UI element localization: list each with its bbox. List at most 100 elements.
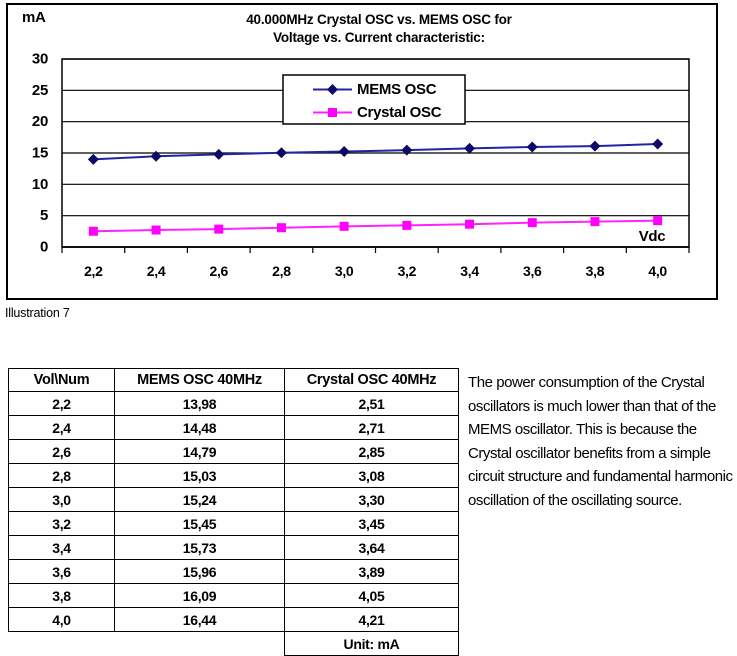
chart-title-line1: 40.000MHz Crystal OSC vs. MEMS OSC for bbox=[246, 12, 512, 27]
table-cell: 15,24 bbox=[114, 487, 285, 512]
x-axis-unit-label: Vdc bbox=[639, 228, 666, 245]
table-cell: 3,89 bbox=[284, 559, 459, 584]
table-cell: 3,64 bbox=[284, 535, 459, 560]
table-footer-unit-cell: Unit: mA bbox=[284, 631, 459, 656]
table-header-cell-vol: Vol\Num bbox=[8, 368, 115, 392]
table-row: 2,6 14,79 2,85 bbox=[8, 439, 459, 464]
square-marker bbox=[402, 220, 412, 230]
diamond-marker bbox=[589, 140, 601, 152]
diamond-marker bbox=[150, 150, 162, 162]
y-tick-label: 30 bbox=[32, 51, 48, 68]
table-cell: 3,8 bbox=[8, 583, 115, 608]
table-row: 4,0 16,44 4,21 bbox=[8, 607, 459, 632]
x-tick-label: 3,0 bbox=[335, 263, 354, 279]
table-row: 2,8 15,03 3,08 bbox=[8, 463, 459, 488]
table-cell: 2,51 bbox=[284, 391, 459, 416]
chart-title: 40.000MHz Crystal OSC vs. MEMS OSC for V… bbox=[64, 11, 694, 47]
legend-box bbox=[282, 74, 466, 125]
series-line-mems-osc bbox=[93, 142, 658, 161]
table-cell: 2,8 bbox=[8, 463, 115, 488]
table-row: 3,2 15,45 3,45 bbox=[8, 511, 459, 536]
table-cell: 2,71 bbox=[284, 415, 459, 440]
table-header-cell-crystal: Crystal OSC 40MHz bbox=[284, 368, 459, 392]
table-footer-empty-cell bbox=[115, 632, 285, 656]
table-cell: 14,48 bbox=[114, 415, 285, 440]
y-tick-label: 0 bbox=[40, 239, 48, 256]
y-tick-label: 5 bbox=[40, 207, 48, 224]
y-tick-label: 10 bbox=[32, 176, 48, 193]
diamond-marker bbox=[401, 144, 413, 156]
table-header-cell-mems: MEMS OSC 40MHz bbox=[114, 368, 285, 392]
line-chart: 0 5 10 15 20 25 30 2,2 2,4 2,6 2,8 3,0 3,2 3,4 3,6 3,8 4… bbox=[32, 51, 690, 279]
table-cell: 15,73 bbox=[114, 535, 285, 560]
table-row: 2,4 14,48 2,71 bbox=[8, 415, 459, 440]
chart-figure: mA 40.000MHz Crystal OSC vs. MEMS OSC fo… bbox=[6, 3, 718, 300]
square-marker bbox=[328, 108, 337, 117]
square-marker bbox=[276, 223, 286, 233]
figure-caption: Illustration 7 bbox=[5, 306, 70, 320]
table-cell: 2,85 bbox=[284, 439, 459, 464]
table-cell: 3,30 bbox=[284, 487, 459, 512]
diamond-marker bbox=[87, 153, 99, 165]
table-cell: 4,21 bbox=[284, 607, 459, 632]
chart-title-line2: Voltage vs. Current characteristic: bbox=[273, 30, 485, 45]
table-cell: 3,45 bbox=[284, 511, 459, 536]
square-marker bbox=[527, 218, 537, 228]
x-tick-label: 2,2 bbox=[84, 263, 103, 279]
table-cell: 3,6 bbox=[8, 559, 115, 584]
data-table: Vol\Num MEMS OSC 40MHz Crystal OSC 40MHz… bbox=[8, 368, 459, 656]
y-tick-label: 20 bbox=[32, 113, 48, 130]
legend-label: Crystal OSC bbox=[357, 104, 442, 121]
y-axis-unit-label: mA bbox=[22, 9, 46, 26]
square-marker bbox=[653, 216, 663, 226]
table-footer-row: Unit: mA bbox=[9, 631, 459, 656]
table-cell: 15,03 bbox=[114, 463, 285, 488]
x-tick-label: 3,4 bbox=[460, 263, 479, 279]
x-tick-label: 2,6 bbox=[209, 263, 228, 279]
x-tick-label: 4,0 bbox=[648, 263, 667, 279]
x-tick-label: 2,4 bbox=[147, 263, 166, 279]
y-tick-label: 25 bbox=[32, 82, 48, 99]
diamond-marker bbox=[526, 141, 538, 153]
table-cell: 13,98 bbox=[114, 391, 285, 416]
table-cell: 16,44 bbox=[114, 607, 285, 632]
diamond-marker bbox=[464, 142, 476, 154]
table-header-row: Vol\Num MEMS OSC 40MHz Crystal OSC 40MHz bbox=[8, 368, 459, 392]
table-footer-empty-cell bbox=[9, 632, 115, 656]
table-row: 3,8 16,09 4,05 bbox=[8, 583, 459, 608]
square-marker bbox=[590, 217, 600, 227]
table-cell: 2,6 bbox=[8, 439, 115, 464]
table-cell: 3,0 bbox=[8, 487, 115, 512]
table-cell: 2,4 bbox=[8, 415, 115, 440]
table-cell: 2,2 bbox=[8, 391, 115, 416]
table-cell: 14,79 bbox=[114, 439, 285, 464]
table-row: 3,0 15,24 3,30 bbox=[8, 487, 459, 512]
y-tick-label: 15 bbox=[32, 145, 48, 162]
square-marker bbox=[214, 224, 224, 234]
diamond-marker bbox=[327, 84, 338, 95]
table-cell: 3,2 bbox=[8, 511, 115, 536]
table-cell: 15,96 bbox=[114, 559, 285, 584]
table-cell: 4,0 bbox=[8, 607, 115, 632]
table-row: 3,4 15,73 3,64 bbox=[8, 535, 459, 560]
table-cell: 15,45 bbox=[114, 511, 285, 536]
table-cell: 4,05 bbox=[284, 583, 459, 608]
x-tick-label: 3,8 bbox=[586, 263, 605, 279]
table-cell: 16,09 bbox=[114, 583, 285, 608]
square-marker bbox=[151, 225, 161, 235]
table-row: 2,2 13,98 2,51 bbox=[8, 391, 459, 416]
diamond-marker bbox=[213, 148, 225, 160]
square-marker bbox=[88, 226, 98, 236]
diamond-marker bbox=[275, 147, 287, 159]
x-tick-label: 2,8 bbox=[272, 263, 291, 279]
series-line-crystal-osc bbox=[93, 219, 658, 233]
table-cell: 3,08 bbox=[284, 463, 459, 488]
square-marker bbox=[465, 219, 475, 229]
table-cell: 3,4 bbox=[8, 535, 115, 560]
x-tick-label: 3,2 bbox=[398, 263, 417, 279]
table-row: 3,6 15,96 3,89 bbox=[8, 559, 459, 584]
description-text: The power consumption of the Crystal osc… bbox=[468, 374, 733, 509]
square-marker bbox=[339, 221, 349, 231]
x-tick-label: 3,6 bbox=[523, 263, 542, 279]
legend-label: MEMS OSC bbox=[357, 81, 437, 98]
